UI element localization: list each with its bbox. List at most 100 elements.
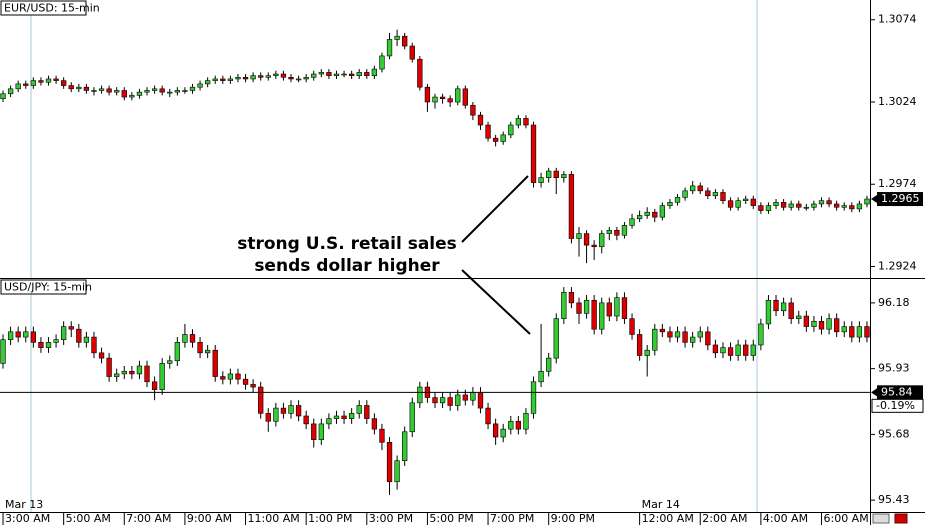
candle-body <box>712 344 719 354</box>
candle-body <box>45 78 52 83</box>
candle-body <box>765 205 772 211</box>
annotation: strong U.S. retail sales <box>237 234 457 254</box>
change-box <box>871 398 924 413</box>
candle-body <box>197 83 203 88</box>
candle-body <box>530 381 537 414</box>
y-tick-label: 1.2974 <box>878 177 917 190</box>
candle-body <box>61 326 67 341</box>
candle-body <box>439 397 446 404</box>
candle-body <box>303 415 309 425</box>
candle-body <box>697 185 703 192</box>
candle-body <box>432 397 438 404</box>
last-value-label: 95.84 <box>881 385 913 398</box>
candle-body <box>91 336 97 354</box>
candle-body <box>576 233 582 239</box>
candle-body <box>121 90 127 98</box>
candle-body <box>129 370 135 375</box>
candle-body <box>530 124 537 183</box>
toolbar-icon[interactable] <box>872 513 890 524</box>
candle-body <box>576 302 582 314</box>
candle-body <box>561 292 567 319</box>
candle-body <box>212 78 218 81</box>
candle-body <box>743 344 749 356</box>
candle-body <box>508 124 514 136</box>
candle-body <box>424 86 431 103</box>
candle-body <box>348 413 355 419</box>
candle-body <box>106 88 112 93</box>
date-label: Mar 14 <box>642 498 680 511</box>
candle-body <box>220 376 226 380</box>
candle-body <box>500 428 506 438</box>
candle-body <box>485 124 491 139</box>
candle-body <box>690 185 696 192</box>
candle-body <box>750 344 756 356</box>
candle-body <box>492 137 499 142</box>
candle-body <box>106 357 112 377</box>
candle-body <box>98 88 105 91</box>
candle-body <box>379 428 385 443</box>
candle-body <box>273 73 279 76</box>
candle-body <box>690 336 696 343</box>
candle-body <box>818 200 825 205</box>
candle-body <box>348 73 355 76</box>
candle-body <box>371 68 378 76</box>
last-value-label: 1.2965 <box>881 192 920 205</box>
candle-body <box>477 392 484 409</box>
x-tick-label: 4:00 AM <box>763 512 808 525</box>
candle-body <box>720 192 726 201</box>
candle-body <box>136 365 143 375</box>
panel-title-box <box>0 0 87 16</box>
candle-body <box>705 190 711 197</box>
candle-body <box>114 373 120 377</box>
candle-body <box>811 203 817 208</box>
candle-body <box>629 218 635 226</box>
candle-body <box>826 318 832 330</box>
candle-body <box>91 90 97 92</box>
candle-body <box>98 352 105 359</box>
candle-body <box>7 88 14 95</box>
candle-body <box>23 83 29 86</box>
candle-body <box>720 347 726 354</box>
candle-body <box>583 299 590 314</box>
candle-body <box>538 370 544 383</box>
annotation: sends dollar higher <box>254 256 440 276</box>
candle-body <box>796 315 802 319</box>
candle-body <box>151 88 158 91</box>
candle-body <box>667 202 673 206</box>
candle-body <box>151 381 158 390</box>
candle-body <box>182 334 188 343</box>
candle-body <box>159 88 165 93</box>
candle-body <box>83 86 90 91</box>
candle-body <box>273 407 279 422</box>
candle-body <box>333 415 340 419</box>
candle-body <box>258 75 264 78</box>
candle-body <box>644 211 650 216</box>
candle-body <box>212 349 218 377</box>
candle-body <box>470 104 476 116</box>
candle-body <box>159 363 165 390</box>
candle-body <box>409 45 415 60</box>
candle-body <box>705 331 711 346</box>
candle-body <box>136 91 143 96</box>
candle-body <box>61 80 67 86</box>
candle-body <box>394 460 400 483</box>
toolbar-icon[interactable] <box>894 513 908 524</box>
x-tick-label: 5:00 PM <box>429 512 473 525</box>
candle-body <box>182 90 188 92</box>
candle-body <box>23 331 29 338</box>
candle-body <box>606 302 612 317</box>
candle-body <box>114 90 120 93</box>
candle-body <box>568 174 575 239</box>
candle-body <box>553 170 559 178</box>
x-tick-label: 1:00 PM <box>308 512 352 525</box>
candle-body <box>30 331 36 343</box>
candle-body <box>15 331 21 338</box>
candle-body <box>780 302 787 312</box>
candle-body <box>295 78 302 81</box>
candle-body <box>553 318 559 359</box>
candle-body <box>636 334 643 356</box>
panel-title: EUR/USD: 15-min <box>4 2 100 15</box>
x-tick-label: 2:00 AM <box>702 512 747 525</box>
candle-body <box>258 386 264 414</box>
